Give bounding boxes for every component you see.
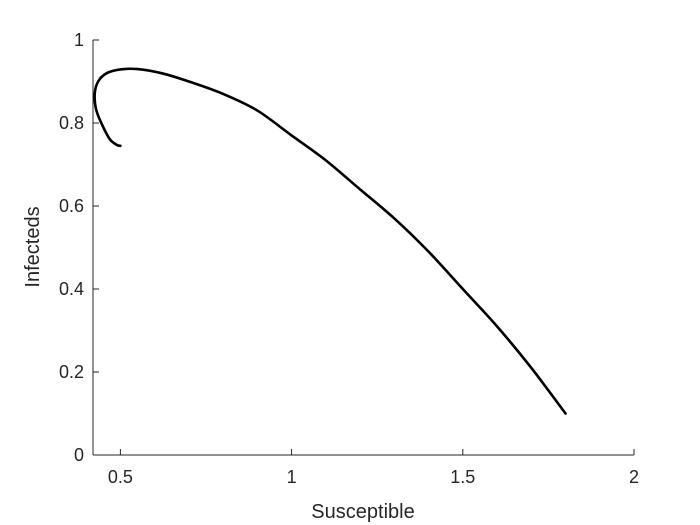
x-tick-label: 2: [629, 467, 639, 487]
y-tick-label: 1: [74, 30, 84, 50]
x-tick-label: 1.5: [450, 467, 475, 487]
y-tick-label: 0.6: [59, 196, 84, 216]
series-line-0: [93, 67, 567, 415]
y-axis-label: Infecteds: [22, 206, 44, 287]
y-tick-label: 0: [74, 445, 84, 465]
y-tick-label: 0.2: [59, 362, 84, 382]
y-ticks: 0 0.2 0.4 0.6 0.8 1: [59, 30, 99, 465]
x-axis-label: Susceptible: [311, 501, 414, 523]
x-tick-label: 0.5: [108, 467, 133, 487]
y-tick-label: 0.4: [59, 279, 84, 299]
series-group: [93, 67, 567, 415]
x-tick-label: 1: [287, 467, 297, 487]
x-ticks: 0.5 1 1.5 2: [108, 449, 639, 487]
y-tick-label: 0.8: [59, 113, 84, 133]
